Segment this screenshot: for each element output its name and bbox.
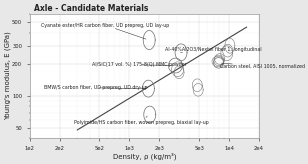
Y-axis label: Young's modulus, E (GPa): Young's modulus, E (GPa) bbox=[4, 32, 11, 121]
Text: Al-40%Al2O3/Nextel fiber 1, longitudinal: Al-40%Al2O3/Nextel fiber 1, longitudinal bbox=[165, 47, 262, 53]
Text: Al/SiC(17 vol. %) 175-8(Q) MMC powder: Al/SiC(17 vol. %) 175-8(Q) MMC powder bbox=[92, 62, 187, 67]
Text: Cyanate ester/HR carbon fiber, UD prepreg, UD lay-up: Cyanate ester/HR carbon fiber, UD prepre… bbox=[41, 23, 169, 39]
Text: BMW/S carbon fiber, UD prepreg, UD dry-up: BMW/S carbon fiber, UD prepreg, UD dry-u… bbox=[44, 85, 148, 90]
X-axis label: Density, ρ (kg/m³): Density, ρ (kg/m³) bbox=[113, 152, 176, 160]
Text: Carbon steel, AISI 1005, normalized: Carbon steel, AISI 1005, normalized bbox=[221, 63, 306, 69]
Text: Axle - Candidate Materials: Axle - Candidate Materials bbox=[34, 4, 149, 13]
Text: Polyimide/HS carbon fiber, woven prepreg, biaxial lay-up: Polyimide/HS carbon fiber, woven prepreg… bbox=[74, 116, 209, 124]
